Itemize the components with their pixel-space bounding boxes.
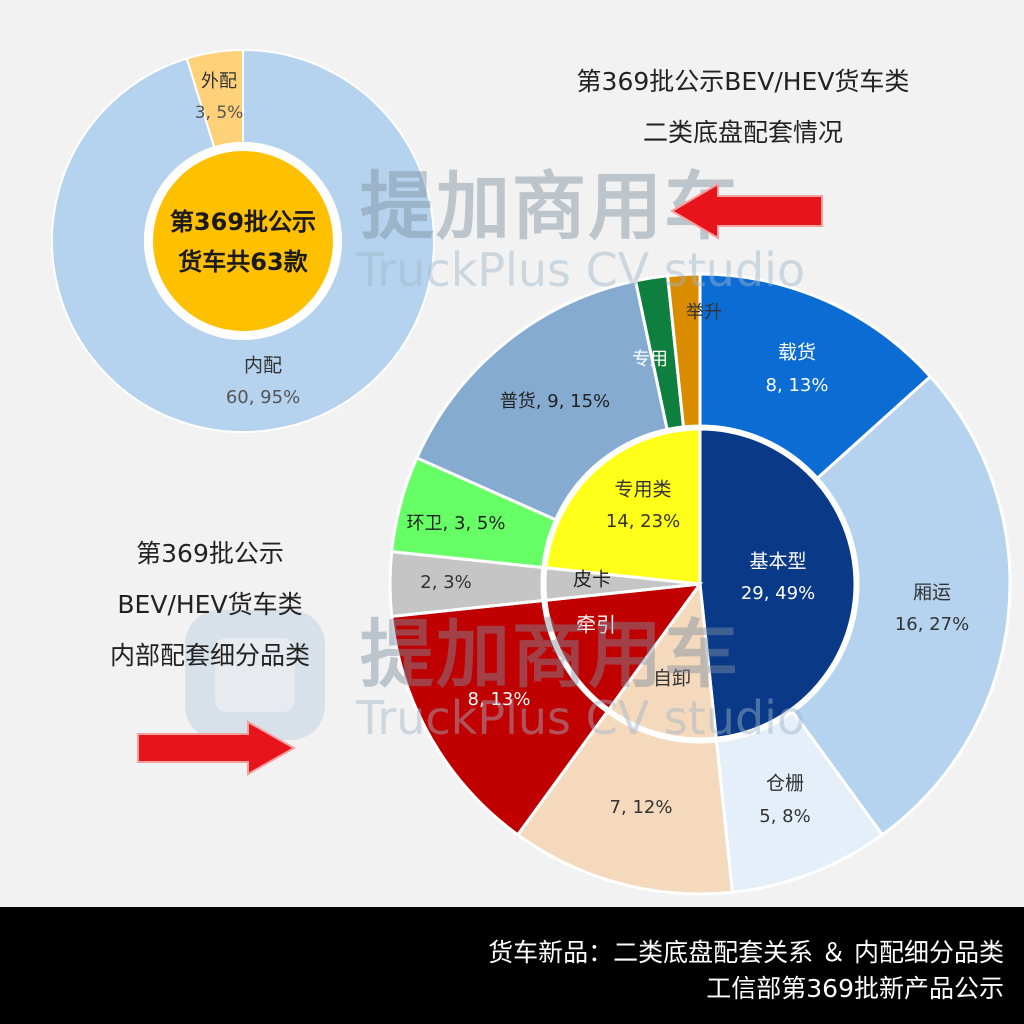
chart-title-top-line1: 第369批公示BEV/HEV货车类: [576, 67, 910, 96]
sunburst-outer-label: 8, 13%: [766, 375, 829, 396]
watermark-text-cn-bottom: 提加商用车: [360, 612, 740, 698]
sunburst-outer-label: 环卫, 3, 5%: [407, 513, 506, 534]
donut-slice-name: 外配: [201, 71, 237, 92]
sunburst-outer-label: 7, 12%: [610, 797, 673, 818]
donut-center-label: 第369批公示: [170, 208, 316, 236]
sunburst-outer-name: 厢运: [913, 582, 951, 604]
sunburst-outer-label: 普货, 9, 15%: [500, 391, 610, 412]
chart-title-top-line2: 二类底盘配套情况: [642, 118, 843, 147]
watermark-text-en-bottom: TruckPlus CV studio: [355, 691, 805, 745]
chart-title-left: 第369批公示 BEV/HEV货车类 内部配套细分品类: [60, 528, 360, 681]
watermark-text-cn-top: 提加商用车: [360, 164, 740, 250]
chart-title-left-line3: 内部配套细分品类: [109, 641, 310, 670]
sunburst-inner-name: 基本型: [749, 551, 806, 573]
sunburst-outer-slice: [390, 598, 610, 837]
donut-slice-label: 60, 95%: [226, 387, 300, 408]
sunburst-inner-slice: [606, 579, 718, 741]
sunburst-inner-name: 皮卡: [573, 569, 611, 591]
sunburst-outer-label: 16, 27%: [895, 614, 969, 635]
sunburst-outer-name: 举升: [686, 302, 722, 323]
sunburst-outer-slice: [665, 272, 702, 429]
sunburst-outer-slice: [414, 278, 669, 522]
sunburst-chart: 基本型 29, 49% 自卸 牵引 皮卡 专用类 14, 23% 载货 8, 13% 厢运 16, …: [388, 272, 1012, 896]
sunburst-inner-slice: [544, 582, 704, 712]
sunburst-inner-name: 牵引: [576, 613, 616, 637]
sunburst-inner-slice: [698, 427, 857, 740]
sunburst-inner-name: 专用类: [614, 479, 671, 501]
sunburst-inner-slice: [544, 427, 702, 586]
sunburst-outer-label: 2, 3%: [420, 572, 471, 593]
sunburst-inner-name: 自卸: [653, 668, 691, 690]
watermark-text-en-top: TruckPlus CV studio: [355, 243, 805, 297]
footer-caption-line2: 工信部第369批新产品公示: [706, 974, 1004, 1003]
sunburst-outer-name: 仓栅: [766, 773, 804, 795]
sunburst-inner-label: 29, 49%: [741, 583, 815, 604]
sunburst-outer-name: 载货: [778, 342, 816, 364]
right-pointing-arrow: [137, 720, 297, 776]
sunburst-outer-label: 5, 8%: [759, 806, 810, 827]
donut-center: [153, 151, 333, 331]
chart-title-top: 第369批公示BEV/HEV货车类 二类底盘配套情况: [548, 56, 938, 158]
footer-caption-line1: 货车新品：二类底盘配套关系 ＆ 内配细分品类: [488, 938, 1004, 967]
watermark-logo-bottom: [185, 610, 325, 740]
sunburst-outer-name: 专用: [632, 349, 668, 370]
sunburst-inner-label: 14, 23%: [606, 511, 680, 532]
chart-title-left-line1: 第369批公示: [136, 539, 284, 568]
sunburst-outer-slice: [790, 374, 1012, 837]
left-pointing-arrow: [670, 182, 823, 240]
donut-slice-label: 3, 5%: [195, 103, 244, 123]
sunburst-outer-label: 8, 13%: [468, 689, 531, 710]
donut-slice-name: 内配: [244, 355, 282, 377]
footer-bar: 货车新品：二类底盘配套关系 ＆ 内配细分品类 工信部第369批新产品公示: [0, 907, 1024, 1024]
chart-title-left-line2: BEV/HEV货车类: [117, 590, 303, 619]
donut-center-label: 货车共63款: [178, 248, 308, 276]
